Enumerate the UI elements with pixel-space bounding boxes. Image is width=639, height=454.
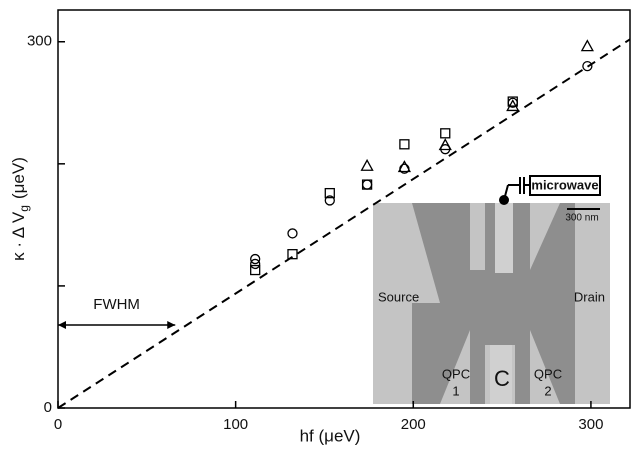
inset-label: QPC [442, 366, 470, 381]
contact [499, 195, 509, 205]
y-axis-label: κ · Δ Vg (μeV) [9, 157, 31, 261]
x-tick-label: 0 [54, 416, 62, 433]
inset-label: QPC [534, 366, 562, 381]
inset-label: 2 [544, 383, 551, 398]
inset-label: Drain [574, 289, 605, 304]
data-point [362, 160, 373, 170]
inset-label: C [494, 366, 510, 391]
x-tick-label: 200 [401, 416, 426, 433]
y-tick-label: 300 [27, 33, 52, 50]
y-label-main: κ · Δ V [9, 211, 28, 261]
inset-finger [495, 203, 513, 273]
inset-label: Source [378, 289, 419, 304]
data-point [441, 129, 450, 138]
data-point [288, 229, 297, 238]
inset-label: microwave [531, 177, 598, 192]
inset-label: 300 nm [565, 213, 598, 224]
inset: microwave 300 nm Source Drain QPC 1 QPC … [373, 176, 610, 404]
x-axis-label: hf (μeV) [300, 426, 361, 445]
data-point [400, 140, 409, 149]
chart: microwave 300 nm Source Drain QPC 1 QPC … [0, 0, 639, 449]
inset-label: 1 [452, 383, 459, 398]
x-tick-label: 300 [578, 416, 603, 433]
y-tick-label: 0 [44, 399, 52, 416]
fwhm-label: FWHM [93, 296, 140, 313]
y-label-unit: (μeV) [9, 157, 28, 199]
y-label-sub: g [17, 205, 31, 212]
data-point [363, 180, 372, 189]
x-tick-label: 100 [223, 416, 248, 433]
data-point [582, 41, 593, 51]
